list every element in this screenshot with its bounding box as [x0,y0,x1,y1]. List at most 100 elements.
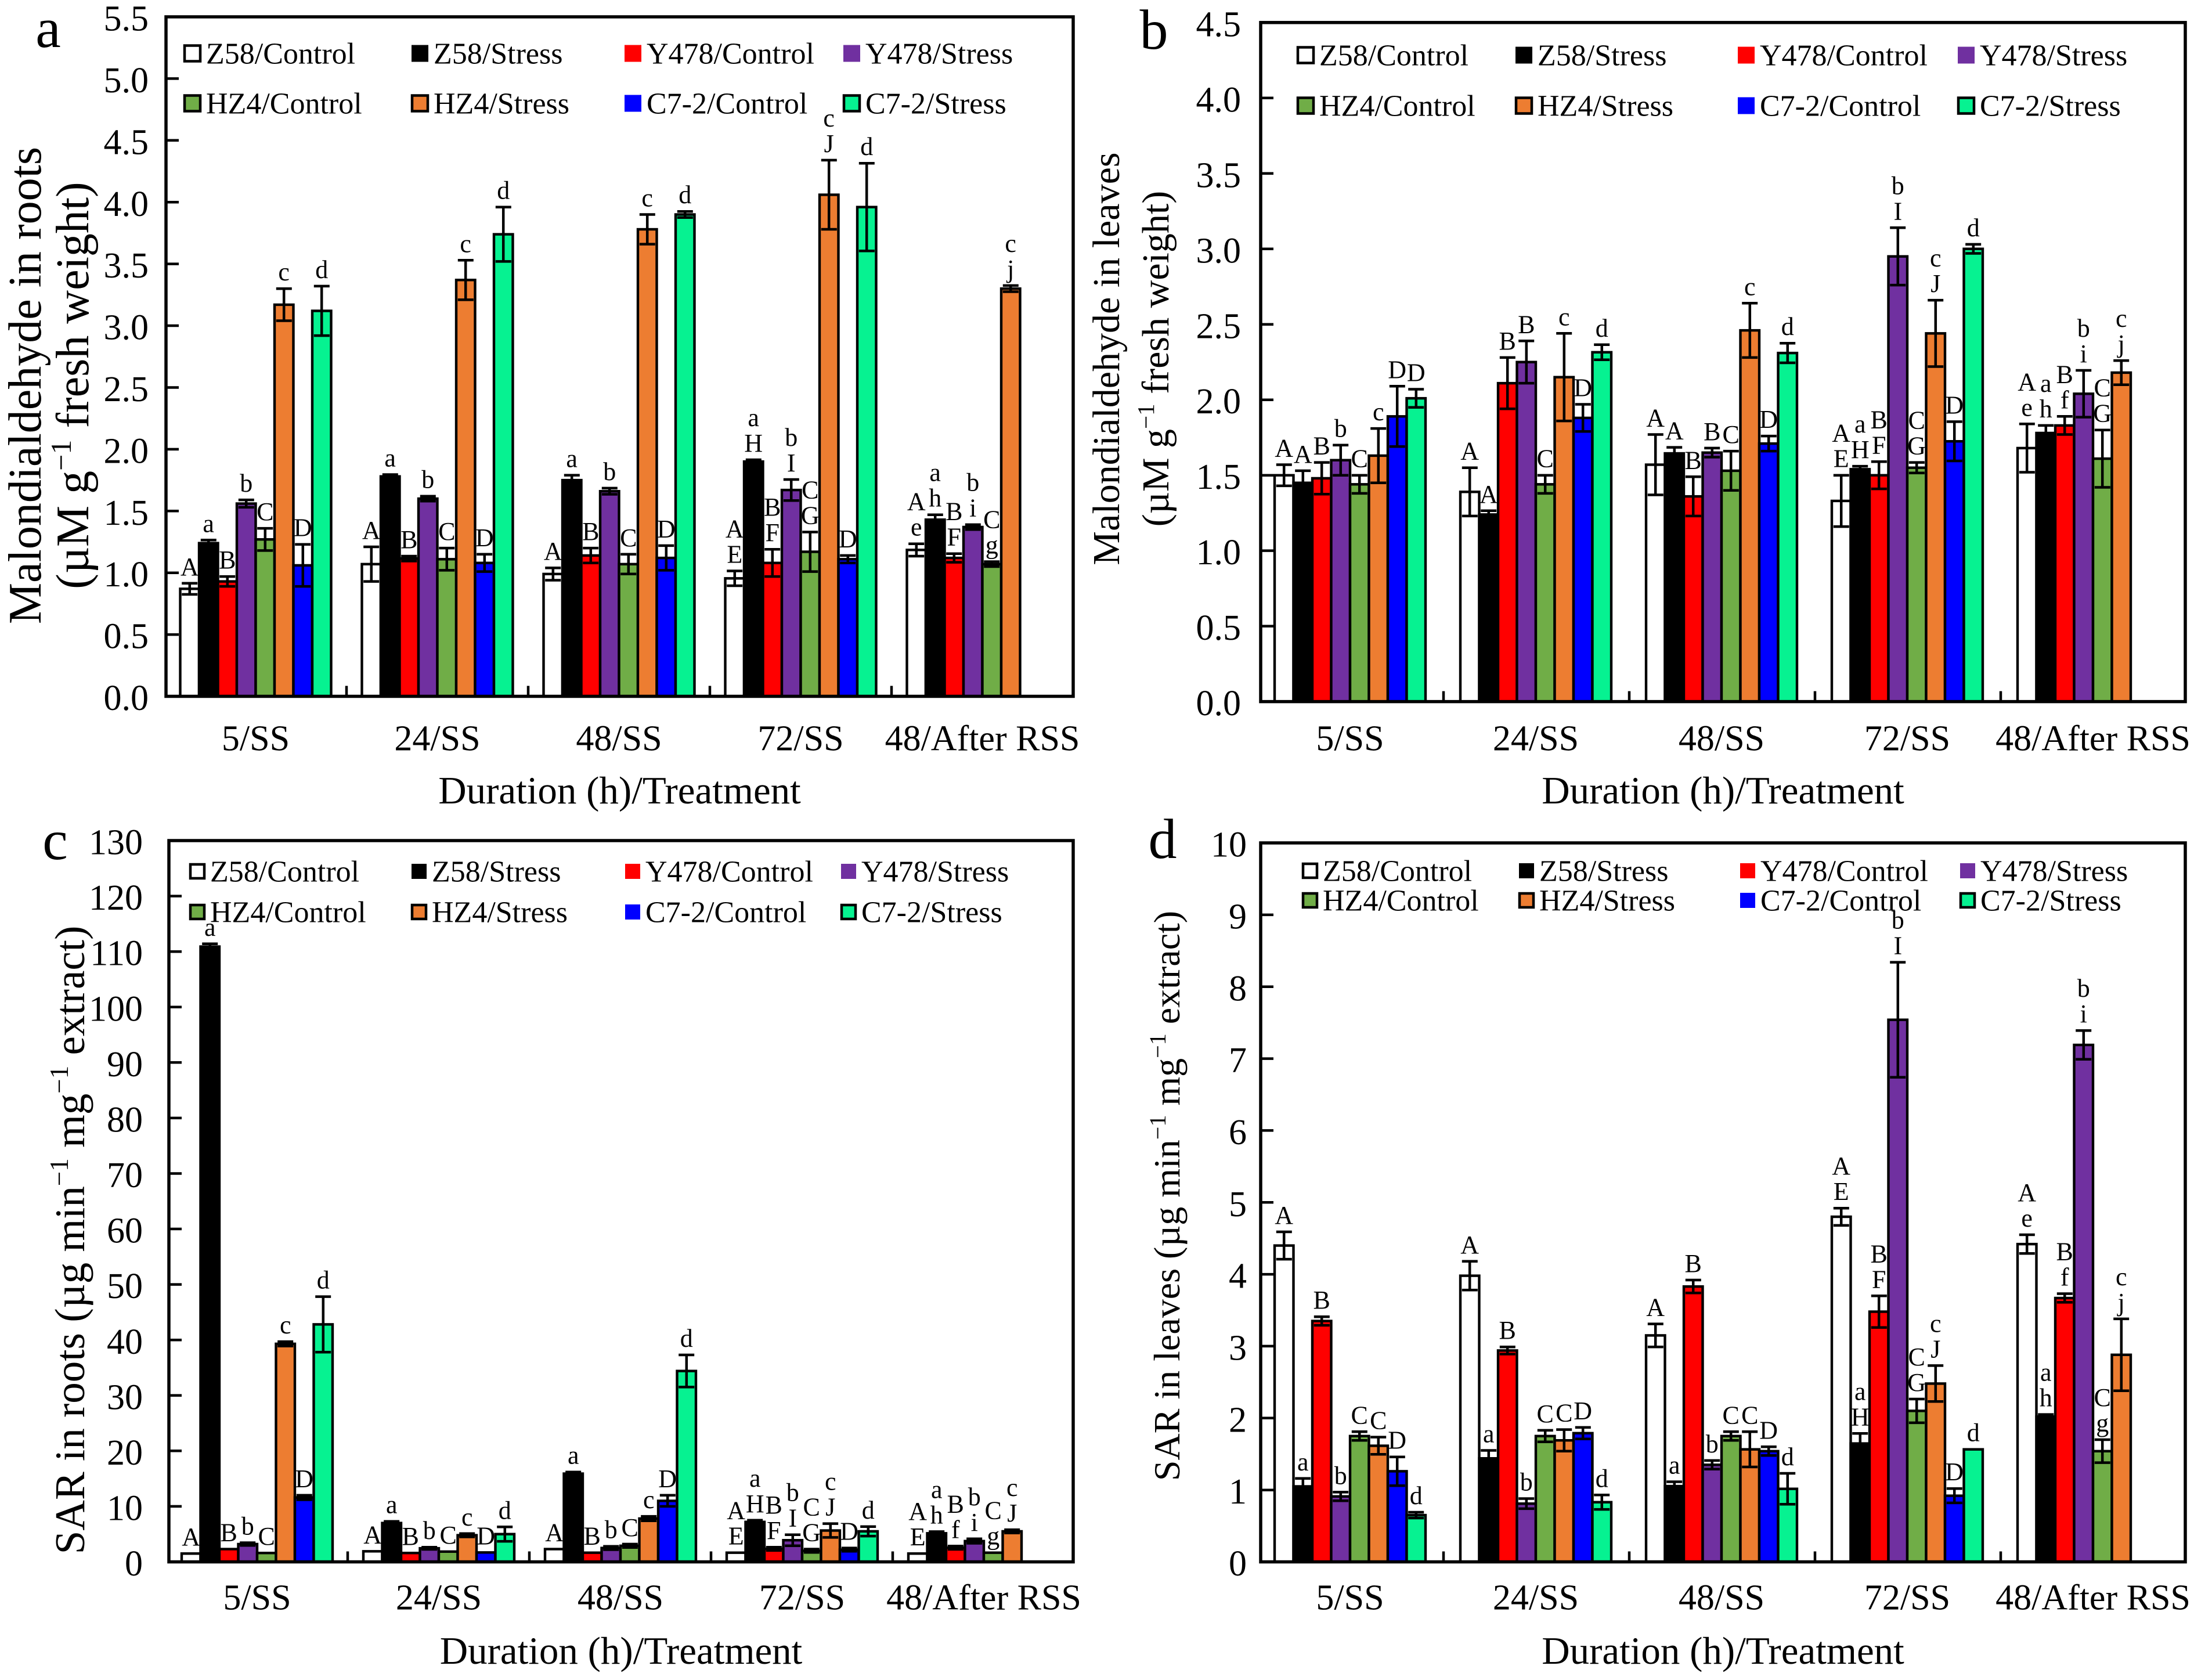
svg-text:a: a [2040,369,2052,398]
svg-text:c: c [643,1486,655,1514]
svg-text:Z58/Control: Z58/Control [1323,855,1472,888]
svg-text:c: c [1930,1309,1942,1337]
svg-text:a: a [1669,1451,1680,1480]
svg-text:HZ4/Control: HZ4/Control [1319,90,1475,123]
svg-text:A: A [544,537,562,565]
svg-text:5/SS: 5/SS [223,1578,291,1618]
svg-text:110: 110 [90,934,143,974]
svg-text:a: a [748,403,759,432]
svg-text:c: c [2116,1263,2127,1291]
svg-text:C: C [2094,1383,2111,1412]
svg-text:f: f [2061,385,2069,414]
svg-text:G: G [1907,432,1926,460]
svg-text:C: C [438,517,455,546]
svg-text:b: b [968,1483,981,1511]
svg-text:70: 70 [107,1156,143,1195]
svg-text:a: a [204,913,216,942]
svg-text:D: D [658,1465,677,1493]
svg-text:A: A [363,1520,382,1549]
svg-text:4.0: 4.0 [104,185,149,224]
svg-text:90: 90 [107,1045,143,1084]
svg-text:B: B [221,1519,237,1547]
svg-text:h: h [2040,395,2052,423]
svg-text:d: d [315,255,328,284]
svg-text:C: C [1351,445,1368,473]
svg-text:D: D [1759,1416,1778,1444]
svg-text:Duration (h)/Treatment: Duration (h)/Treatment [1542,1629,1904,1672]
svg-text:A: A [362,516,381,545]
svg-text:4.5: 4.5 [104,122,149,162]
svg-text:d: d [1781,312,1794,341]
svg-text:48/SS: 48/SS [576,719,662,759]
svg-text:b: b [786,1479,799,1507]
svg-text:1: 1 [1229,1472,1247,1512]
svg-text:30: 30 [107,1378,143,1417]
svg-text:E: E [728,1522,744,1551]
svg-text:72/SS: 72/SS [759,1578,845,1618]
svg-text:B: B [582,517,599,546]
svg-text:c: c [641,184,653,212]
svg-text:B: B [2056,1238,2073,1266]
svg-text:B: B [1499,1316,1516,1344]
svg-text:8: 8 [1229,969,1247,1008]
svg-text:C: C [1908,406,1925,435]
svg-text:HZ4/Control: HZ4/Control [206,88,362,121]
svg-text:(µM g−1 fresh weight): (µM g−1 fresh weight) [1132,191,1177,527]
svg-text:a: a [2040,1358,2052,1387]
svg-text:F: F [767,1516,781,1545]
svg-text:e: e [2021,393,2033,421]
svg-text:b: b [1892,171,1904,200]
svg-text:b: b [2077,974,2090,1003]
svg-text:c: c [461,1503,473,1531]
svg-text:d: d [862,1496,875,1524]
svg-text:C: C [1351,1401,1368,1429]
svg-text:48/After RSS: 48/After RSS [1995,1578,2191,1618]
svg-text:A: A [1294,440,1312,468]
svg-text:C: C [985,1497,1002,1525]
svg-text:c: c [280,1311,291,1339]
svg-text:Z58/Stress: Z58/Stress [1538,39,1666,73]
svg-text:j: j [2117,330,2125,358]
svg-text:B: B [2056,360,2073,388]
svg-text:Z58/Stress: Z58/Stress [434,38,562,71]
svg-text:B: B [584,1522,601,1551]
svg-text:A: A [545,1519,564,1547]
svg-text:b: b [421,466,434,494]
svg-text:HZ4/Stress: HZ4/Stress [1538,90,1673,123]
svg-text:D: D [840,1517,858,1546]
svg-text:d: d [1410,1481,1423,1510]
svg-text:1.0: 1.0 [1196,533,1242,572]
svg-text:0.0: 0.0 [1196,684,1242,723]
svg-text:d: d [679,181,691,209]
svg-text:1.5: 1.5 [1196,457,1242,497]
svg-text:B: B [219,546,236,574]
svg-text:C: C [983,506,1000,534]
svg-text:c: c [1558,302,1570,331]
svg-text:c: c [1006,1473,1018,1502]
svg-text:f: f [951,1515,960,1544]
svg-text:A: A [181,553,199,581]
svg-text:3: 3 [1229,1329,1247,1368]
svg-text:C: C [1537,1400,1554,1428]
svg-text:D: D [1407,359,1426,387]
svg-text:g: g [2096,1409,2109,1437]
svg-text:7: 7 [1229,1041,1247,1080]
svg-text:10: 10 [107,1489,143,1528]
svg-text:b: b [241,1512,254,1541]
svg-text:c: c [1744,272,1756,301]
svg-text:i: i [2080,1000,2087,1028]
svg-text:F: F [1872,431,1886,459]
svg-text:I: I [1893,932,1902,960]
svg-text:d: d [317,1266,330,1295]
svg-text:3.0: 3.0 [104,308,149,348]
svg-text:C: C [2094,374,2111,402]
svg-text:i: i [2080,340,2087,368]
svg-text:D: D [1388,355,1406,384]
svg-text:d: d [1781,1443,1794,1471]
svg-text:E: E [910,1523,926,1551]
svg-text:0: 0 [125,1544,143,1584]
svg-text:D: D [1574,1397,1592,1425]
svg-text:Y478/Stress: Y478/Stress [1980,39,2127,73]
svg-text:SAR in leaves (µg min−1 mg−1: SAR in leaves (µg min−1 mg−1 extract) [1145,911,1188,1481]
svg-text:a: a [566,445,578,473]
